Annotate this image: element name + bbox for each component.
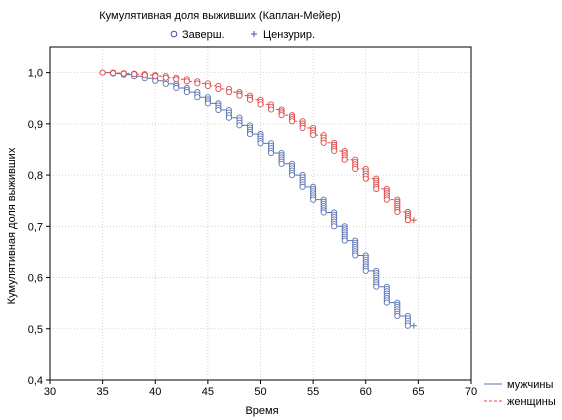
legend-label-women: женщины	[507, 396, 556, 408]
y-tick-label: 0,5	[28, 324, 43, 336]
event-marker	[173, 84, 180, 92]
legend-censored-label: Цензурир.	[263, 29, 315, 41]
event-marker	[352, 165, 359, 172]
legend-plus-marker	[251, 31, 257, 37]
event-marker	[289, 118, 296, 125]
event-marker	[299, 124, 306, 131]
series-men	[99, 69, 417, 329]
y-tick-label: 0,8	[28, 170, 43, 182]
event-marker	[162, 74, 169, 81]
event-marker	[194, 80, 201, 87]
event-marker	[394, 208, 401, 216]
marker-legend: Заверш. Цензурир.	[170, 29, 315, 41]
event-marker	[320, 139, 327, 146]
event-marker	[267, 106, 275, 113]
x-tick-label: 50	[254, 386, 266, 398]
y-axis-ticks: 0,4 0,5 0,6 0,7 0,8 0,9 1,0	[28, 68, 50, 387]
chart-title: Кумулятивная доля выживших (Каплан-Мейер…	[99, 10, 341, 22]
x-tick-label: 35	[97, 386, 109, 398]
event-marker	[331, 147, 338, 155]
legend-circle-marker	[170, 30, 178, 38]
legend-label-men: мужчины	[507, 379, 553, 391]
x-tick-label: 65	[412, 386, 424, 398]
event-marker	[152, 73, 159, 80]
event-marker	[257, 101, 264, 108]
y-tick-label: 0,9	[28, 119, 43, 131]
x-axis-label: Время	[245, 405, 278, 417]
event-marker	[215, 106, 222, 114]
event-marker	[257, 140, 264, 147]
event-marker	[120, 70, 127, 77]
event-marker	[289, 172, 296, 179]
event-marker	[341, 237, 348, 244]
x-axis-ticks: 30 35 40 45 50 55 60 65 70	[44, 380, 477, 398]
series-women	[99, 69, 417, 224]
plot-area	[99, 69, 417, 329]
event-marker	[183, 78, 190, 85]
event-marker	[236, 122, 243, 129]
event-marker	[162, 80, 169, 87]
y-tick-label: 0,7	[28, 221, 43, 233]
event-marker	[225, 114, 232, 121]
event-marker	[131, 71, 138, 78]
event-marker	[225, 89, 232, 96]
event-marker	[246, 96, 254, 103]
legend-completed-label: Заверш.	[182, 29, 225, 41]
event-marker	[246, 131, 254, 138]
x-tick-label: 45	[202, 386, 214, 398]
event-marker	[110, 70, 117, 77]
survival-curve	[102, 72, 409, 326]
event-marker	[341, 156, 348, 163]
event-marker	[278, 160, 285, 167]
event-marker	[267, 149, 275, 157]
event-marker	[204, 82, 211, 89]
x-tick-label: 30	[44, 386, 56, 398]
censored-marker	[410, 322, 417, 329]
event-marker	[99, 69, 106, 76]
event-marker	[215, 85, 222, 93]
event-marker	[362, 267, 369, 274]
grid	[50, 47, 471, 380]
series-legend: мужчины женщины	[484, 379, 556, 408]
event-marker	[383, 196, 390, 203]
event-marker	[404, 322, 411, 329]
x-tick-label: 70	[465, 386, 477, 398]
censored-marker	[410, 217, 417, 224]
event-marker	[373, 185, 380, 192]
event-marker	[383, 299, 390, 306]
event-marker	[404, 217, 411, 224]
y-axis-label: Кумулятивная доля выживших	[6, 147, 18, 304]
event-marker	[236, 92, 243, 99]
event-marker	[141, 72, 148, 79]
event-marker	[204, 100, 211, 107]
y-tick-label: 0,4	[28, 375, 43, 387]
y-tick-label: 0,6	[28, 273, 43, 285]
event-marker	[362, 175, 369, 182]
x-tick-label: 60	[360, 386, 372, 398]
event-marker	[373, 283, 380, 290]
event-marker	[320, 209, 327, 216]
event-marker	[183, 89, 190, 96]
event-marker	[331, 223, 338, 230]
event-marker	[194, 94, 201, 101]
event-marker	[394, 312, 401, 320]
event-marker	[310, 196, 317, 203]
y-tick-label: 1,0	[28, 68, 43, 80]
event-marker	[299, 183, 306, 190]
x-tick-label: 55	[307, 386, 319, 398]
x-tick-label: 40	[149, 386, 161, 398]
event-marker	[310, 132, 317, 139]
survival-curve	[102, 72, 409, 221]
event-marker	[352, 252, 359, 259]
event-marker	[278, 112, 285, 119]
event-marker	[173, 76, 180, 83]
